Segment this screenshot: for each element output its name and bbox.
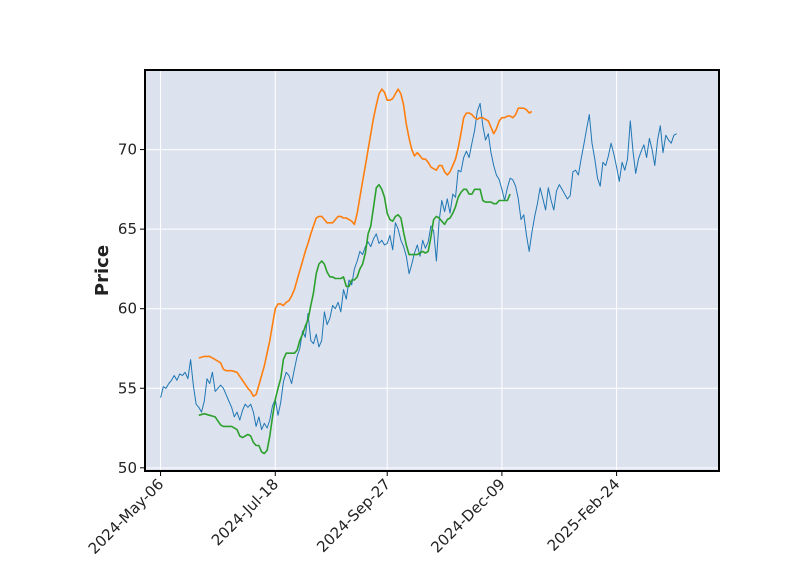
y-axis-title: Price [92, 245, 113, 296]
plot-frame [144, 69, 720, 472]
y-tick-label: 65 [118, 220, 137, 238]
grid-lines [145, 70, 719, 471]
series-line-1 [160, 102, 677, 431]
series-line-2 [198, 88, 533, 398]
series-line-3 [198, 183, 511, 455]
x-axis-ticks: 2024-May-06 2024-Jul-18 2024-Sep-27 2024-De… [85, 471, 624, 558]
y-tick-label: 55 [118, 379, 137, 397]
series-lines [160, 88, 677, 455]
plot-background [145, 70, 719, 471]
y-tick-label: 60 [118, 300, 137, 318]
x-tick-label: 2024-May-06 [85, 475, 168, 558]
x-tick-label: 2025-Feb-24 [544, 475, 624, 555]
x-tick-label: 2024-Sep-27 [313, 475, 394, 556]
y-tick-label: 70 [118, 141, 137, 159]
y-tick-label: 50 [118, 459, 137, 477]
x-tick-label: 2024-Jul-18 [208, 475, 282, 549]
y-axis-ticks: 50 55 60 65 70 [118, 141, 145, 477]
x-tick-label: 2024-Dec-09 [427, 475, 508, 556]
